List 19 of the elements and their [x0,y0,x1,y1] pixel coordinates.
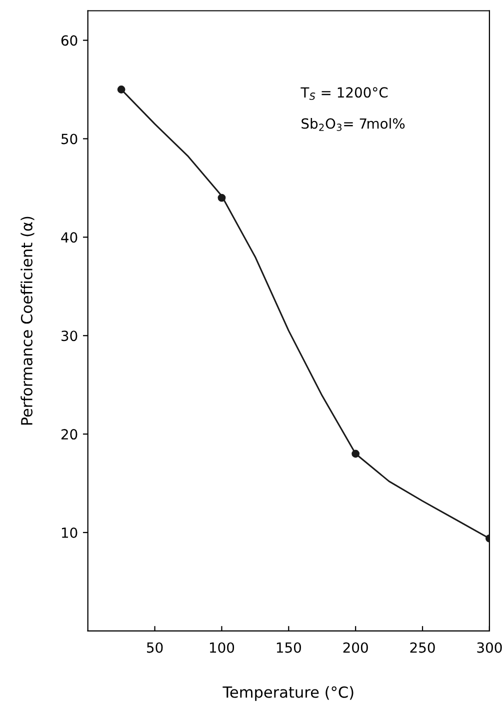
annotation: T$_{S}$ = 1200°C [300,87,388,100]
y-tick-label: 50 [62,134,78,144]
y-tick-label: 40 [61,232,78,243]
y-axis-title: Performance Coefficient (α) [20,216,34,425]
y-tick-label: 30 [62,330,78,342]
x-tick-label: 100 [210,642,234,653]
x-tick-label: 50 [147,642,163,653]
y-tick-label: 60 [61,35,78,46]
x-tick-label: 300 [477,642,502,653]
point [218,194,226,202]
annotation: Sb$_{2}$O$_{3}$= 7mol% [302,118,405,132]
x-axis-title: Temperature (°C) [222,686,354,701]
x-tick-label: 150 [276,642,301,653]
point [352,450,360,458]
y-tick-label: 10 [62,527,78,538]
point [117,86,126,94]
y-tick-label: 20 [61,429,78,440]
x-tick-label: 250 [410,642,435,653]
x-tick-label: 200 [343,642,368,653]
